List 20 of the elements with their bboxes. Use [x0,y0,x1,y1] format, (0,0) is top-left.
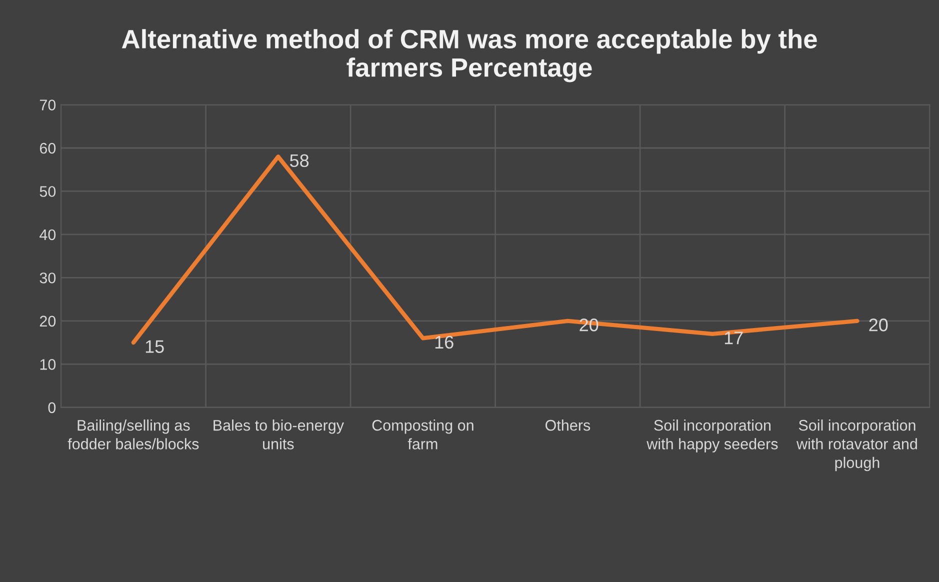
y-tick-label: 70 [40,100,56,110]
x-tick-label: Soil incorporation with happy seeders [646,420,778,452]
data-label: 20 [869,318,888,332]
y-tick-label: 50 [40,186,56,197]
x-tick-label: Soil incorporation with rotavator and plough [796,420,917,472]
x-tick-label: Others [546,420,590,431]
y-tick-label: 40 [40,229,56,240]
x-tick-label: Composting on farm [372,420,474,450]
y-tick-label: 20 [40,316,56,327]
data-label: 16 [435,336,454,349]
y-tick-label: 10 [40,359,56,370]
chart-title: Alternative method of CRM was more acceptable by the farmers Percentage [122,29,817,82]
data-label: 17 [724,332,743,344]
x-tick-label: Bales to bio-energy units [214,420,344,450]
y-tick-label: 0 [48,402,56,414]
x-tick-label: Bailing/selling as fodder bales/blocks [68,420,199,450]
y-tick-label: 60 [40,142,56,154]
y-tick-label: 30 [40,272,56,284]
data-label: 58 [290,154,309,168]
data-label: 15 [146,340,164,353]
